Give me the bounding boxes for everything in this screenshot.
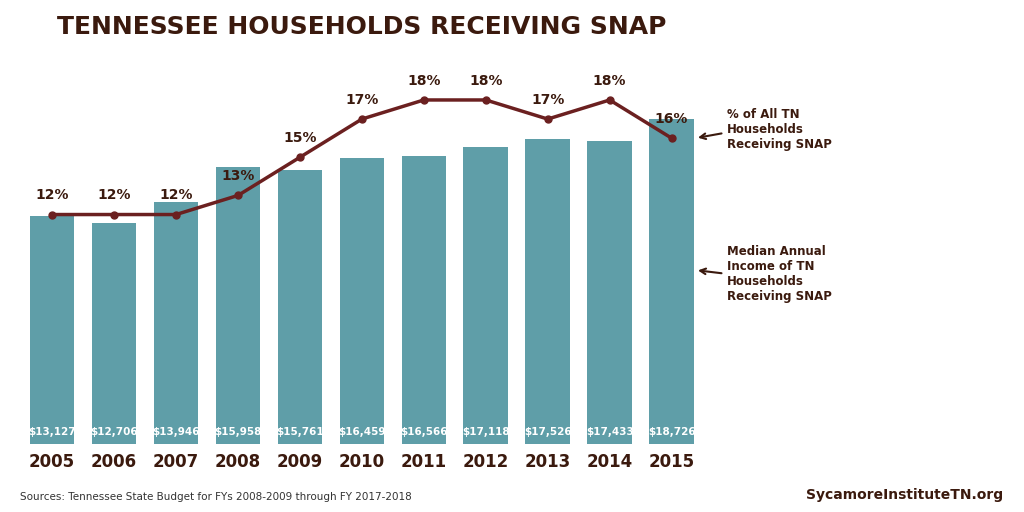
Text: $12,706: $12,706 xyxy=(90,426,138,437)
Text: $17,526: $17,526 xyxy=(524,426,571,437)
Bar xyxy=(401,156,446,444)
Bar xyxy=(30,216,75,444)
Text: 15%: 15% xyxy=(284,131,316,145)
Text: Median Annual
Income of TN
Households
Receiving SNAP: Median Annual Income of TN Households Re… xyxy=(727,245,833,303)
Bar xyxy=(588,141,632,444)
Text: $15,761: $15,761 xyxy=(276,426,324,437)
Text: $13,127: $13,127 xyxy=(29,426,76,437)
Text: $17,433: $17,433 xyxy=(586,426,634,437)
Text: 17%: 17% xyxy=(345,93,379,107)
Text: $16,459: $16,459 xyxy=(338,426,386,437)
Text: 12%: 12% xyxy=(97,188,131,202)
Bar xyxy=(340,158,384,444)
Bar xyxy=(92,223,136,444)
Bar xyxy=(216,167,260,444)
Text: $13,946: $13,946 xyxy=(153,426,200,437)
Text: 16%: 16% xyxy=(655,112,688,126)
Text: $17,118: $17,118 xyxy=(462,426,510,437)
Text: 13%: 13% xyxy=(221,169,255,183)
Text: $16,566: $16,566 xyxy=(400,426,447,437)
Text: % of All TN
Households
Receiving SNAP: % of All TN Households Receiving SNAP xyxy=(727,108,833,151)
Bar xyxy=(154,202,199,444)
Text: 17%: 17% xyxy=(531,93,564,107)
Bar xyxy=(464,146,508,444)
Bar xyxy=(525,139,570,444)
Text: 18%: 18% xyxy=(408,74,440,88)
Text: 12%: 12% xyxy=(160,188,193,202)
Text: 18%: 18% xyxy=(593,74,627,88)
Title: TENNESSEE HOUSEHOLDS RECEIVING SNAP: TENNESSEE HOUSEHOLDS RECEIVING SNAP xyxy=(57,15,667,39)
Text: $18,726: $18,726 xyxy=(648,426,695,437)
Text: SycamoreInstituteTN.org: SycamoreInstituteTN.org xyxy=(806,488,1004,502)
Text: 18%: 18% xyxy=(469,74,503,88)
Text: 12%: 12% xyxy=(36,188,69,202)
Text: $15,958: $15,958 xyxy=(214,426,262,437)
Bar xyxy=(649,119,694,444)
Text: Sources: Tennessee State Budget for FYs 2008-2009 through FY 2017-2018: Sources: Tennessee State Budget for FYs … xyxy=(20,492,413,502)
Bar xyxy=(278,170,323,444)
